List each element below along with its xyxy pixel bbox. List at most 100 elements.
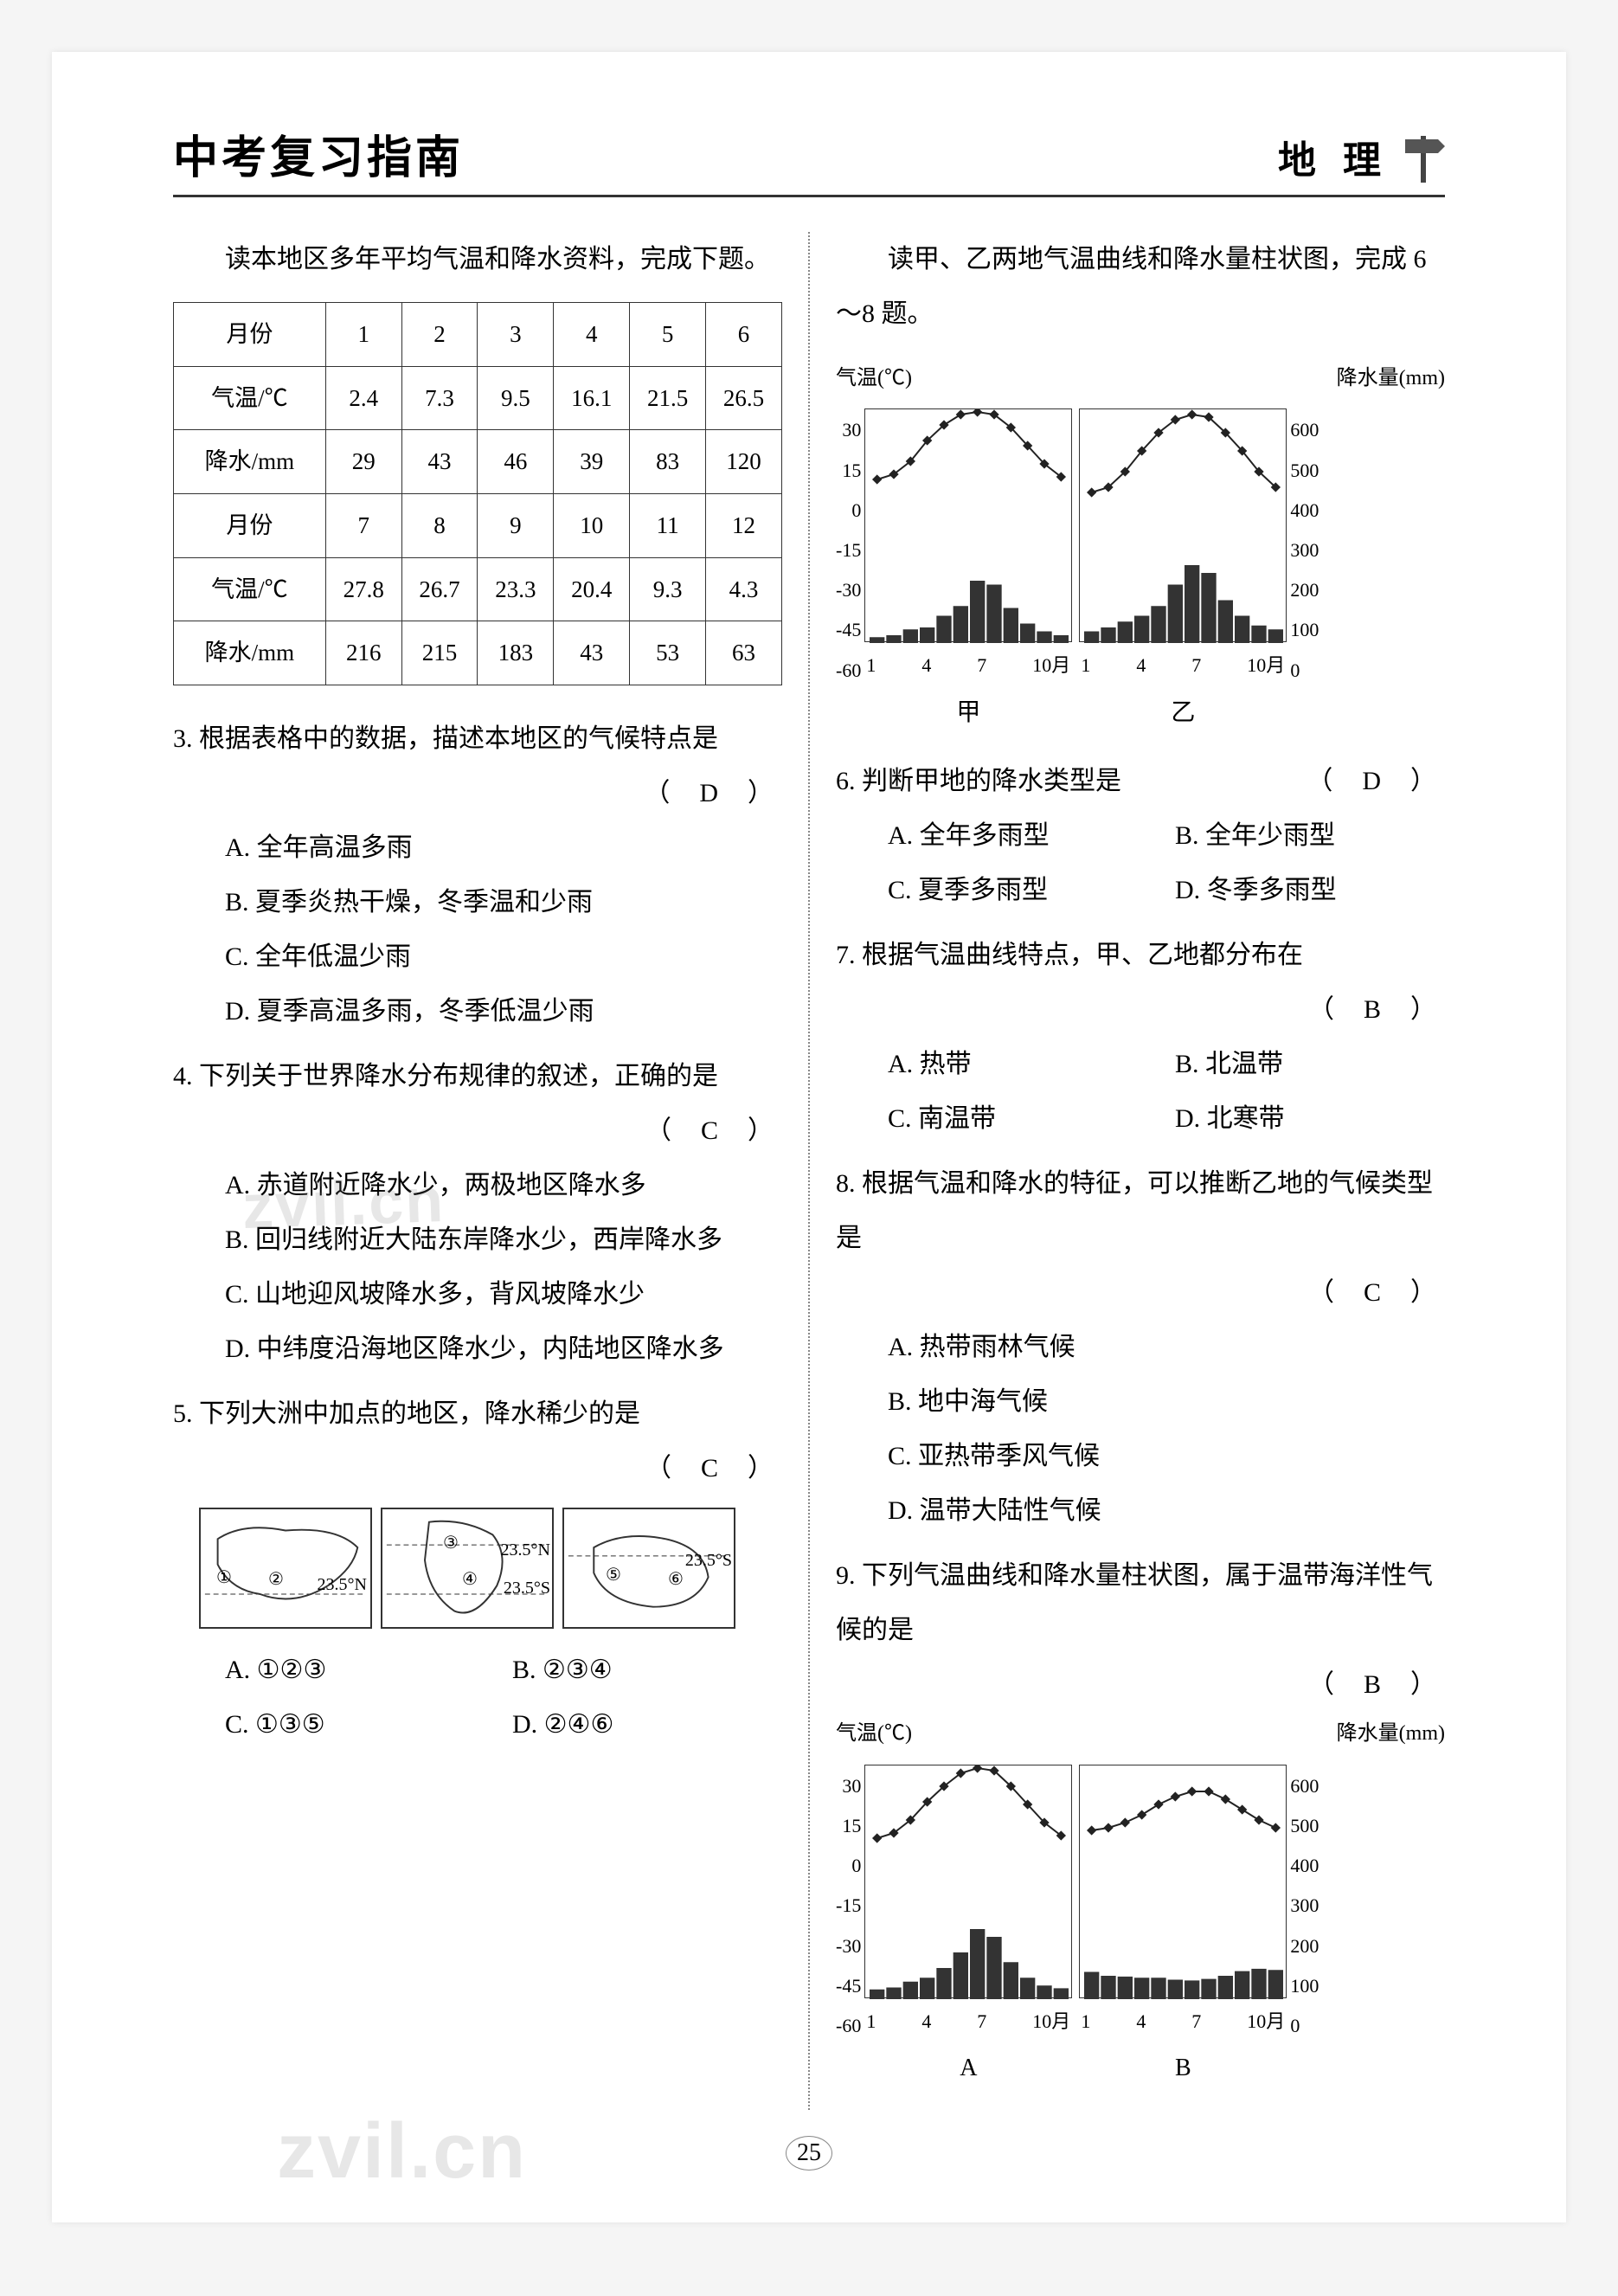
month-tick: 10月 [1247,2002,1285,2042]
right-intro: 读甲、乙两地气温曲线和降水量柱状图，完成 6～8 题。 [836,232,1445,341]
chart-name: 乙 [1075,688,1290,739]
question-5: 5. 下列大洲中加点的地区，降水稀少的是 （ C ） ① ② 23.5°N [173,1386,782,1752]
q4-answer: （ C ） [645,1103,782,1158]
option: D. 温带大陆性气候 [888,1483,1445,1538]
table-cell: 215 [401,621,478,685]
table-cell: 46 [478,430,554,494]
map-lat-3: 23.5°S [685,1542,732,1579]
chart-name: B [1075,2043,1290,2094]
q6-answer-letter: D [1362,767,1383,795]
q6-text: 判断甲地的降水类型是 [862,767,1121,795]
table-cell: 10 [554,494,630,558]
precip-tick: 200 [1290,570,1319,610]
option: D. 夏季高温多雨，冬季低温少雨 [225,984,782,1039]
chart-panel [1079,1765,1287,1998]
table-cell: 53 [630,621,706,685]
table-row-label: 月份 [174,303,326,367]
precip-tick: 500 [1290,451,1319,491]
q5-answer: （ C ） [645,1441,782,1495]
month-tick: 1 [1081,2002,1090,2042]
map-africa: ③ ④ 23.5°N 23.5°S [381,1508,554,1629]
q4-stem: 4. 下列关于世界降水分布规律的叙述，正确的是 [173,1049,718,1103]
chart-name: 甲 [861,688,1075,739]
table-cell: 21.5 [630,366,706,430]
table-cell: 12 [706,494,782,558]
question-8: 8. 根据气温和降水的特征，可以推断乙地的气候类型是 （ C ） A. 热带雨林… [836,1156,1445,1538]
chart-panel [1079,408,1287,642]
option: C. ①③⑤ [225,1697,495,1752]
q4-num: 4. [173,1062,193,1090]
q3-options: A. 全年高温多雨B. 夏季炎热干燥，冬季温和少雨C. 全年低温少雨D. 夏季高… [173,820,782,1039]
table-cell: 26.7 [401,557,478,621]
month-tick: 4 [921,646,931,685]
precip-axis-label: 降水量(mm) [1337,357,1445,400]
subject-text: 地 理 [1278,129,1390,184]
q9-text: 下列气温曲线和降水量柱状图，属于温带海洋性气候的是 [836,1561,1433,1644]
q8-stem: 8. 根据气温和降水的特征，可以推断乙地的气候类型是 [836,1156,1445,1265]
page-number: 25 [173,2136,1445,2171]
map-lat-1: 23.5°N [318,1566,367,1603]
q4-answer-letter: C [701,1116,720,1145]
table-cell: 63 [706,621,782,685]
table-cell: 8 [401,494,478,558]
q8-answer-letter: C [1364,1278,1383,1307]
precip-tick: 400 [1290,491,1319,531]
chart-panel [864,408,1072,642]
option: C. 山地迎风坡降水多，背风坡降水少 [225,1267,782,1322]
temp-tick: -45 [836,1966,861,2006]
map-lat-2a: 23.5°N [501,1532,550,1568]
precip-tick: 400 [1290,1846,1319,1886]
month-tick: 1 [866,2002,876,2042]
table-cell: 83 [630,430,706,494]
question-7: 7. 根据气温曲线特点，甲、乙地都分布在 （ B ） A. 热带B. 北温带C.… [836,928,1445,1146]
book-title: 中考复习指南 [173,121,464,186]
table-cell: 9.3 [630,557,706,621]
temp-tick: 15 [836,1806,861,1846]
table-cell: 120 [706,430,782,494]
q9-answer-letter: B [1364,1670,1383,1699]
option: A. 赤道附近降水少，两极地区降水多 [225,1158,782,1212]
temp-tick: 30 [836,1766,861,1806]
option: D. 北寒带 [1175,1091,1445,1146]
month-tick: 10月 [1247,646,1285,685]
q9-num: 9. [836,1561,856,1590]
q9-climate-chart: 气温(℃) 降水量(mm) 30150-15-30-45-6014710月A14… [836,1712,1445,2093]
option: B. ②③④ [512,1643,782,1697]
precip-tick: 300 [1290,1886,1319,1926]
option: A. 全年高温多雨 [225,820,782,875]
table-cell: 16.1 [554,366,630,430]
month-tick: 7 [1191,646,1201,685]
q4-options: A. 赤道附近降水少，两极地区降水多B. 回归线附近大陆东岸降水少，西岸降水多C… [173,1158,782,1376]
q3-answer: （ D ） [644,766,782,820]
month-tick: 7 [1191,2002,1201,2042]
table-cell: 2.4 [325,366,401,430]
option: B. 全年少雨型 [1175,808,1445,863]
table-row-label: 气温/℃ [174,366,326,430]
temp-tick: 0 [836,491,861,531]
map-point-2: ② [268,1561,284,1598]
month-tick: 4 [1136,2002,1146,2042]
temp-tick: 0 [836,1846,861,1886]
month-tick: 1 [1081,646,1090,685]
table-cell: 43 [554,621,630,685]
chart-name: A [861,2043,1075,2094]
precip-tick: 0 [1290,2006,1319,2046]
map-asia: ① ② 23.5°N [199,1508,372,1629]
precip-tick: 500 [1290,1806,1319,1846]
option: B. 回归线附近大陆东岸降水少，西岸降水多 [225,1212,782,1267]
table-cell: 216 [325,621,401,685]
column-divider [808,232,810,2110]
map-lat-2b: 23.5°S [504,1570,550,1606]
table-cell: 2 [401,303,478,367]
table-cell: 4.3 [706,557,782,621]
q3-num: 3. [173,724,193,753]
table-cell: 9 [478,494,554,558]
page-number-value: 25 [786,2136,832,2171]
table-cell: 4 [554,303,630,367]
month-tick: 4 [1136,646,1146,685]
option: D. 中纬度沿海地区降水少，内陆地区降水多 [225,1322,782,1376]
q5-maps: ① ② 23.5°N ③ ④ 23.5°N 23.5°S ⑤ ⑥ [173,1508,782,1629]
table-row-label: 气温/℃ [174,557,326,621]
question-9: 9. 下列气温曲线和降水量柱状图，属于温带海洋性气候的是 （ B ） 气温(℃)… [836,1548,1445,2093]
q6-answer: （ D ） [1307,754,1445,808]
